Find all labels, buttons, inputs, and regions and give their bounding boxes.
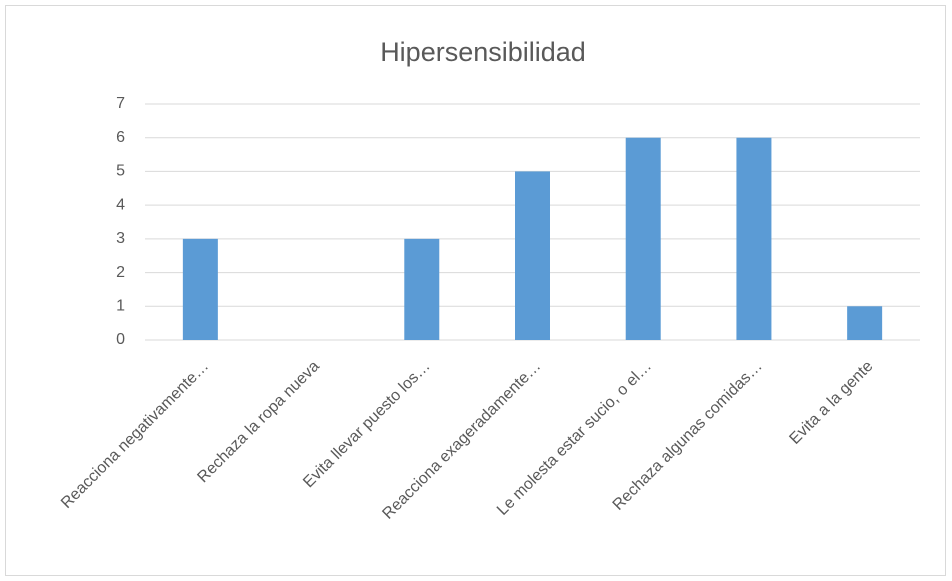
- y-tick-label: 0: [116, 331, 125, 348]
- bar: [847, 306, 883, 340]
- y-tick-label: 1: [116, 298, 125, 315]
- y-tick-label: 5: [116, 163, 125, 180]
- bar: [625, 137, 661, 340]
- bar: [736, 137, 772, 340]
- bar: [182, 238, 218, 340]
- y-tick-label: 4: [116, 196, 125, 213]
- bar: [515, 171, 550, 340]
- y-tick-label: 6: [116, 129, 125, 146]
- y-tick-label: 7: [116, 95, 125, 112]
- chart-title: Hipersensibilidad: [380, 37, 586, 67]
- y-tick-label: 2: [116, 264, 125, 281]
- bar: [404, 238, 440, 340]
- chart-border: [5, 5, 946, 576]
- y-tick-label: 3: [116, 230, 125, 247]
